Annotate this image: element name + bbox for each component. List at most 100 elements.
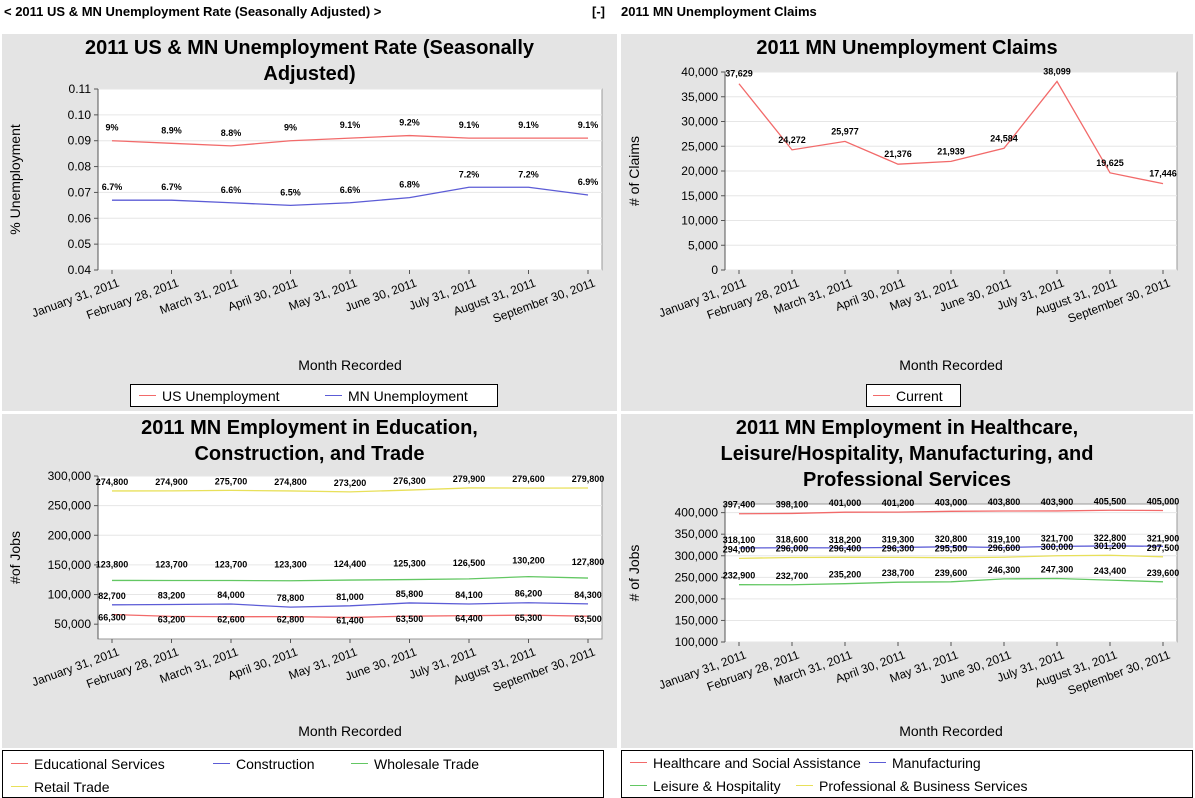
- legend-item: US Unemployment: [139, 388, 280, 404]
- data-label: 21,939: [937, 146, 965, 156]
- legend-label: Wholesale Trade: [374, 756, 480, 772]
- legend-label: MN Unemployment: [348, 388, 468, 404]
- data-label: 24,272: [778, 135, 806, 145]
- y-tick-label: 200,000: [48, 528, 92, 542]
- data-label: 124,400: [334, 559, 367, 569]
- y-tick-label: 10,000: [681, 214, 718, 228]
- data-label: 19,625: [1096, 158, 1124, 168]
- data-label: 398,100: [776, 499, 809, 509]
- data-label: 318,200: [829, 535, 862, 545]
- data-label: 403,000: [935, 497, 968, 507]
- data-label: 297,500: [1147, 543, 1180, 553]
- data-label: 24,584: [990, 133, 1018, 143]
- legend-label: Retail Trade: [34, 779, 110, 795]
- data-label: 239,600: [1147, 568, 1180, 578]
- data-label: 401,000: [829, 498, 862, 508]
- chart-nav-link[interactable]: < 2011 US & MN Unemployment Rate (Season…: [4, 4, 382, 19]
- x-axis-title: Month Recorded: [899, 723, 1003, 739]
- data-label: 296,300: [882, 543, 915, 553]
- data-label: 123,700: [215, 559, 248, 569]
- chart-title-line: Leisure/Hospitality, Manufacturing, and: [720, 443, 1093, 465]
- data-label: 7.2%: [518, 169, 539, 179]
- x-axis-title: Month Recorded: [298, 723, 402, 739]
- data-label: 322,800: [1094, 533, 1127, 543]
- data-label: 63,200: [158, 614, 186, 624]
- y-tick-label: 250,000: [48, 499, 92, 513]
- data-label: 279,600: [512, 474, 545, 484]
- y-tick-label: 150,000: [675, 613, 719, 627]
- legend-label: Educational Services: [34, 756, 165, 772]
- healthcare-leisure-manufacturing-chart: 2011 MN Employment in Healthcare, Leisure…: [626, 417, 1180, 739]
- legend-item: Wholesale Trade: [351, 756, 479, 772]
- legend-label: Professional & Business Services: [819, 778, 1028, 794]
- data-label: 125,300: [393, 559, 426, 569]
- legend-item: Educational Services: [11, 756, 165, 772]
- data-label: 294,000: [723, 544, 756, 554]
- data-label: 243,400: [1094, 566, 1127, 576]
- legend-unemployment-claims: Current: [866, 384, 961, 407]
- collapse-toggle[interactable]: [-]: [592, 4, 605, 19]
- legend-item: Current: [873, 388, 943, 404]
- unemployment-rate-chart: 2011 US & MN Unemployment Rate (Seasonal…: [7, 37, 603, 373]
- data-label: 66,300: [98, 613, 126, 623]
- data-label: 319,100: [988, 535, 1021, 545]
- data-label: 319,300: [882, 534, 915, 544]
- y-tick-label: 250,000: [675, 570, 719, 584]
- y-tick-label: 0.11: [69, 82, 92, 96]
- plot-area: [724, 503, 1178, 643]
- data-label: 123,300: [274, 560, 307, 570]
- data-label: 279,800: [572, 474, 605, 484]
- data-label: 405,000: [1147, 496, 1180, 506]
- y-tick-label: 150,000: [48, 558, 92, 572]
- data-label: 38,099: [1043, 66, 1071, 76]
- y-tick-label: 200,000: [675, 592, 719, 606]
- data-label: 246,300: [988, 565, 1021, 575]
- y-axis-title: #of Jobs: [7, 531, 23, 584]
- data-label: 84,300: [574, 590, 602, 600]
- data-label: 81,000: [336, 592, 364, 602]
- data-label: 123,700: [155, 559, 188, 569]
- y-tick-label: 400,000: [675, 506, 719, 520]
- y-tick-label: 0.09: [68, 134, 92, 148]
- chart-title-line: 2011 MN Unemployment Claims: [756, 37, 1057, 59]
- legend-item: Manufacturing: [869, 755, 981, 771]
- data-label: 232,700: [776, 571, 809, 581]
- x-tick-label: September 30, 2011: [491, 276, 597, 326]
- y-tick-label: 25,000: [681, 139, 718, 153]
- y-tick-label: 100,000: [675, 635, 719, 649]
- y-tick-label: 0: [711, 263, 718, 277]
- legend-label: Construction: [236, 756, 315, 772]
- data-label: 279,900: [453, 474, 486, 484]
- data-label: 86,200: [515, 589, 543, 599]
- data-label: 239,600: [935, 568, 968, 578]
- data-label: 126,500: [453, 558, 486, 568]
- data-label: 21,376: [884, 149, 912, 159]
- data-label: 9%: [105, 123, 118, 133]
- legend-swatch-yellow: [11, 785, 28, 787]
- data-label: 274,800: [274, 477, 307, 487]
- y-tick-label: 40,000: [681, 65, 718, 79]
- data-label: 6.6%: [221, 185, 242, 195]
- chart-panel-education-construction-trade: 2011 MN Employment in Education, Construc…: [2, 414, 617, 748]
- y-tick-label: 50,000: [54, 617, 91, 631]
- y-tick-label: 300,000: [675, 549, 719, 563]
- data-label: 318,600: [776, 535, 809, 545]
- y-tick-label: 0.07: [68, 185, 92, 199]
- y-axis-title: # of Claims: [626, 136, 642, 206]
- y-tick-label: 350,000: [675, 527, 719, 541]
- y-tick-label: 300,000: [48, 469, 92, 483]
- legend-swatch-red: [139, 394, 156, 396]
- chart-panel-unemployment-claims: 2011 MN Unemployment Claims 0 5,000 10,000 1…: [621, 34, 1193, 411]
- data-label: 85,800: [396, 589, 424, 599]
- legend-item: MN Unemployment: [325, 388, 468, 404]
- data-label: 296,400: [829, 543, 862, 553]
- data-label: 318,100: [723, 535, 756, 545]
- data-label: 7.2%: [459, 169, 480, 179]
- data-label: 235,200: [829, 570, 862, 580]
- chart-title-line: 2011 MN Employment in Education,: [141, 417, 478, 439]
- chart-title-line: Adjusted): [263, 63, 355, 85]
- data-label: 9.1%: [340, 120, 361, 130]
- data-label: 8.9%: [161, 125, 182, 135]
- y-tick-label: 100,000: [48, 588, 92, 602]
- right-panel-title: 2011 MN Unemployment Claims: [621, 4, 817, 19]
